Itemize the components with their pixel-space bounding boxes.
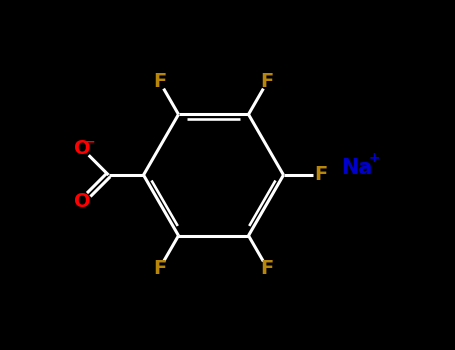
- Text: −: −: [85, 136, 95, 149]
- Text: F: F: [153, 72, 167, 91]
- Text: Na: Na: [341, 158, 373, 178]
- Text: F: F: [261, 72, 274, 91]
- Text: O: O: [74, 192, 91, 211]
- Text: F: F: [261, 259, 274, 278]
- Text: +: +: [369, 151, 380, 165]
- Text: F: F: [153, 259, 167, 278]
- Text: O: O: [74, 139, 91, 158]
- Text: F: F: [314, 166, 328, 184]
